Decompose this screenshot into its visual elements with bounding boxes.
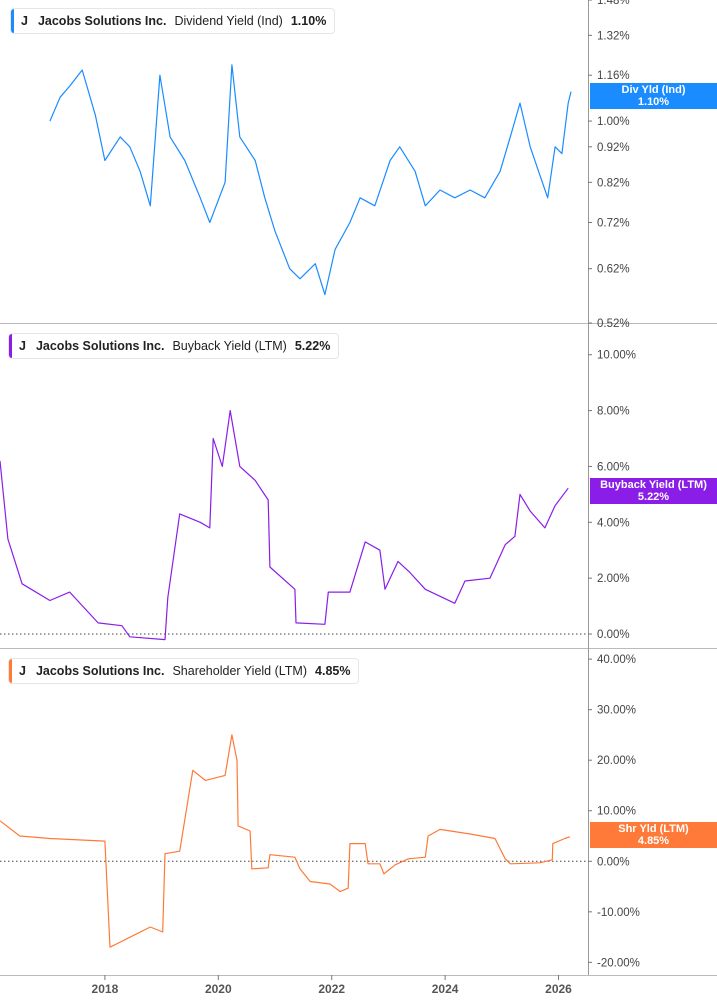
series-color-bar [11, 9, 14, 33]
y-tick-label: 0.72% [597, 218, 630, 230]
last-value-badge-buyback: Buyback Yield (LTM) 5.22% [590, 478, 717, 504]
y-tick-label: -10.00% [597, 907, 640, 919]
y-tick-label: 1.16% [597, 70, 630, 82]
metric-name: Dividend Yield (Ind) [174, 14, 283, 28]
badge-label: Shr Yld (LTM) [618, 823, 689, 835]
y-tick-label: 0.92% [597, 142, 630, 154]
x-tick-label: 2024 [432, 982, 459, 996]
badge-label: Div Yld (Ind) [621, 84, 686, 96]
metric-value: 5.22% [294, 339, 331, 353]
x-tick-label: 2018 [92, 982, 119, 996]
y-tick-label: 0.00% [597, 629, 630, 641]
metric-name: Shareholder Yield (LTM) [172, 664, 308, 678]
badge-value: 1.10% [637, 96, 670, 108]
y-tick-label: 10.00% [597, 350, 636, 362]
company-name: Jacobs Solutions Inc. [35, 664, 165, 678]
y-tick-label: -20.00% [597, 957, 640, 969]
badge-label: Buyback Yield (LTM) [600, 479, 707, 491]
badge-value: 4.85% [637, 835, 670, 847]
x-tick-label: 2020 [205, 982, 232, 996]
y-tick-label: 0.62% [597, 264, 630, 276]
x-tick-label: 2022 [318, 982, 345, 996]
badge-value: 5.22% [637, 491, 670, 503]
y-tick-label: 1.48% [597, 0, 630, 7]
legend-buyback-yield: J Jacobs Solutions Inc. Buyback Yield (L… [8, 333, 340, 359]
metric-value: 4.85% [315, 664, 351, 678]
y-tick-label: 6.00% [597, 461, 630, 473]
y-tick-label: 1.32% [597, 30, 630, 42]
y-tick-label: 8.00% [597, 406, 630, 418]
shareholder-series-line [0, 734, 571, 948]
series-color-bar [9, 659, 12, 683]
y-tick-label: 4.00% [597, 517, 630, 529]
metric-value: 1.10% [290, 14, 327, 28]
company-name: Jacobs Solutions Inc. [37, 14, 167, 28]
buyback-series-line [0, 410, 569, 641]
y-tick-label: 20.00% [597, 755, 636, 767]
last-value-badge-dividend: Div Yld (Ind) 1.10% [590, 83, 717, 109]
y-tick-label: 1.00% [597, 116, 630, 128]
y-tick-label: 10.00% [597, 806, 636, 818]
dividend-series-line [49, 64, 572, 296]
y-tick-label: 0.00% [597, 856, 630, 868]
legend-dividend-yield: J Jacobs Solutions Inc. Dividend Yield (… [10, 8, 336, 34]
legend-shareholder-yield: J Jacobs Solutions Inc. Shareholder Yiel… [8, 658, 360, 684]
y-tick-label: 2.00% [597, 573, 630, 585]
ticker: J [19, 339, 26, 353]
x-tick-label: 2026 [545, 982, 572, 996]
ticker: J [21, 14, 28, 28]
y-tick-label: 0.82% [597, 177, 630, 189]
company-name: Jacobs Solutions Inc. [35, 339, 165, 353]
series-color-bar [9, 334, 12, 358]
y-tick-label: 0.52% [597, 318, 630, 330]
ticker: J [19, 664, 26, 678]
last-value-badge-shareholder: Shr Yld (LTM) 4.85% [590, 822, 717, 848]
y-tick-label: 30.00% [597, 705, 636, 717]
metric-name: Buyback Yield (LTM) [172, 339, 287, 353]
y-tick-label: 40.00% [597, 654, 636, 666]
